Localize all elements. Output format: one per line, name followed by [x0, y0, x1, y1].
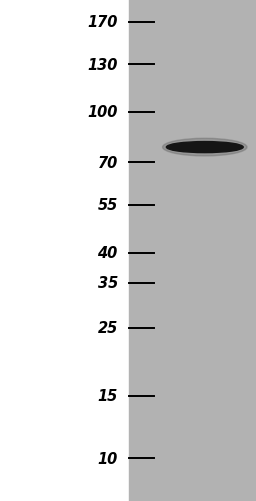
Text: 55: 55: [98, 198, 118, 213]
Text: 10: 10: [98, 451, 118, 466]
Text: 15: 15: [98, 388, 118, 403]
Bar: [129, 0, 256, 501]
Text: 70: 70: [98, 155, 118, 170]
Text: 170: 170: [87, 15, 118, 30]
Text: 100: 100: [87, 105, 118, 120]
Ellipse shape: [163, 139, 247, 157]
Bar: [0, 0, 129, 501]
Text: 130: 130: [87, 58, 118, 73]
Text: 40: 40: [98, 245, 118, 261]
Ellipse shape: [166, 142, 243, 153]
Text: 25: 25: [98, 321, 118, 336]
Text: 35: 35: [98, 276, 118, 291]
